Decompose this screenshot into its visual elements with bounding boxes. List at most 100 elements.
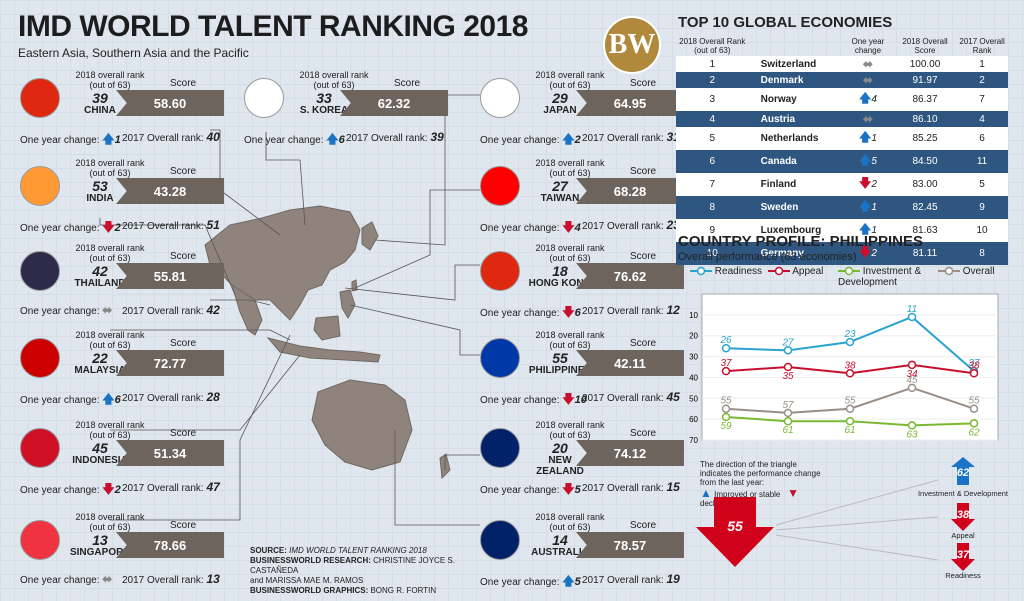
rank-label: 2018 overall rank (out of 63) — [535, 512, 605, 532]
profile-line-chart: 10 20 30 40 50 60 70 26 27 23 11 37 37 35 38 34 38 59 61 61… — [689, 293, 999, 445]
legend-item: Investment & Development — [838, 266, 922, 288]
data-label: 26 — [719, 335, 732, 346]
cell-country: Canada — [748, 150, 842, 173]
score-value: 74.12 — [576, 440, 684, 466]
y-tick-label: 40 — [689, 373, 698, 382]
data-point — [845, 337, 855, 347]
down-arrow-icon: ▼ — [787, 486, 799, 500]
cell-prev: 6 — [956, 127, 1008, 150]
one-year-change: One year change: 🡅1 — [20, 132, 121, 146]
table-row: 5 Netherlands 🡅1 85.25 6 — [676, 127, 1008, 150]
cell-prev: 9 — [956, 196, 1008, 219]
down-arrow-icon: 🡇 — [562, 220, 575, 234]
cell-country: Switzerland — [748, 56, 842, 72]
cell-score: 82.45 — [893, 196, 957, 219]
country-name: HONG KONG — [528, 278, 592, 289]
country-card: 2018 overall rank (out of 63) 22 MALAYSIA… — [20, 330, 230, 410]
col-rank: 2018 Overall Rank (out of 63) — [679, 37, 746, 55]
cell-prev: 7 — [956, 88, 1008, 111]
rank-value: 53 — [92, 178, 108, 194]
rank-value: 14 — [552, 532, 568, 548]
cell-prev: 2 — [956, 72, 1008, 88]
cell-rank: 1 — [676, 56, 749, 72]
score-value: 68.28 — [576, 178, 684, 204]
top10-table: 2018 Overall Rank (out of 63) One year c… — [676, 36, 1008, 265]
data-label: 38 — [844, 360, 856, 371]
country-card: 2018 overall rank (out of 63) 55 PHILIPPI… — [480, 330, 690, 410]
page-title: IMD WORLD TALENT RANKING 2018 — [18, 10, 528, 43]
up-arrow-icon: ▲ — [700, 486, 712, 500]
profile-subtitle: Overall performance (63 economies) — [678, 251, 857, 263]
rank-label: 2018 overall rank (out of 63) — [535, 420, 605, 440]
top10-title: TOP 10 GLOBAL ECONOMIES — [678, 14, 893, 31]
data-label: 62 — [968, 427, 980, 438]
country-card: 2018 overall rank (out of 63) 14 AUSTRALI… — [480, 512, 690, 592]
score-value: 78.66 — [116, 532, 224, 558]
data-point — [907, 360, 917, 370]
cell-country: Netherlands — [748, 127, 842, 150]
data-point — [721, 404, 731, 413]
cell-change: 🡅1 — [842, 196, 894, 219]
score-label: Score — [630, 338, 657, 349]
prev-rank: 2017 Overall rank: 15 — [582, 480, 680, 494]
y-tick-label: 70 — [689, 436, 698, 445]
rank-label: 2018 overall rank (out of 63) — [75, 158, 145, 178]
rank-label: 2018 overall rank (out of 63) — [535, 70, 605, 90]
data-point — [969, 419, 979, 428]
rank-label: 2018 overall rank (out of 63) — [75, 512, 145, 532]
cell-rank: 4 — [676, 111, 749, 127]
down-arrow-icon: 🡇 — [562, 305, 575, 319]
data-label: 55 — [844, 396, 856, 407]
cell-rank: 9 — [676, 219, 749, 242]
data-label: 37 — [720, 358, 732, 369]
score-value: 76.62 — [576, 263, 684, 289]
flag-icon — [480, 166, 520, 206]
flag-icon — [20, 251, 60, 291]
country-name: PHILIPPINES — [528, 365, 592, 376]
down-arrow-icon: 🡇 — [858, 245, 872, 259]
legend-swatch — [768, 267, 790, 276]
table-row: 10 Germany 🡇2 81.11 8 — [676, 242, 1008, 265]
one-year-change: One year change: 🡇2 — [20, 220, 121, 234]
y-tick-label: 20 — [689, 332, 698, 341]
data-label: 55 — [968, 396, 980, 407]
score-label: Score — [170, 520, 197, 531]
cell-change: 🡅4 — [842, 88, 894, 111]
cell-country: Denmark — [748, 72, 842, 88]
score-label: Score — [170, 166, 197, 177]
one-year-change: One year change: 🡅5 — [480, 574, 581, 588]
cell-change: 🡅1 — [842, 127, 894, 150]
prev-rank: 2017 Overall rank: 28 — [122, 390, 220, 404]
flag-icon — [480, 428, 520, 468]
one-year-change: One year change: ⬌ — [20, 303, 113, 317]
cell-rank: 3 — [676, 88, 749, 111]
cell-country: Germany — [748, 242, 842, 265]
cell-country: Norway — [748, 88, 842, 111]
cell-country: Finland — [748, 173, 842, 196]
overall-down-arrow-icon — [696, 497, 774, 567]
data-point — [907, 421, 917, 430]
connector-line — [775, 534, 939, 561]
overall-rank-value: 55 — [727, 518, 743, 534]
data-label: 61 — [844, 425, 855, 436]
data-label: 38 — [968, 360, 980, 371]
score-label: Score — [630, 520, 657, 531]
rank-value: 33 — [316, 90, 332, 106]
factor-label: Readiness — [945, 571, 981, 580]
data-label: 61 — [782, 425, 793, 436]
data-label: 59 — [720, 421, 732, 432]
col-change: One year change — [851, 37, 885, 55]
cell-change: ⬌ — [842, 72, 894, 88]
factor-label: Appeal — [951, 531, 975, 540]
flag-icon — [20, 520, 60, 560]
rank-label: 2018 overall rank (out of 63) — [535, 243, 605, 263]
country-name: S. KOREA — [299, 105, 349, 116]
data-point — [783, 416, 793, 426]
data-label: 37 — [968, 358, 980, 369]
up-arrow-icon: 🡅 — [326, 132, 339, 146]
no-change-arrow-icon: ⬌ — [102, 572, 113, 586]
data-label: 11 — [907, 304, 917, 315]
cell-score: 85.25 — [893, 127, 957, 150]
country-name: INDONESIA — [72, 455, 128, 466]
up-arrow-icon: 🡅 — [858, 153, 872, 167]
